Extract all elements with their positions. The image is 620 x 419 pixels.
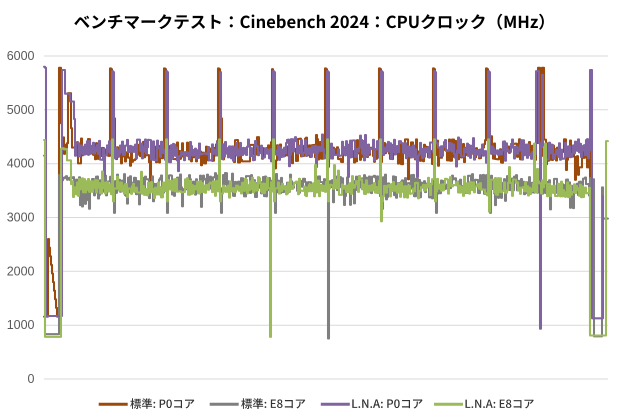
svg-text:3000: 3000 <box>7 211 35 225</box>
svg-text:5000: 5000 <box>7 103 35 117</box>
svg-text:1000: 1000 <box>7 318 35 332</box>
svg-text:0: 0 <box>28 372 35 386</box>
svg-text:4000: 4000 <box>7 157 35 171</box>
svg-text:2000: 2000 <box>7 264 35 278</box>
svg-text:6000: 6000 <box>7 49 35 63</box>
